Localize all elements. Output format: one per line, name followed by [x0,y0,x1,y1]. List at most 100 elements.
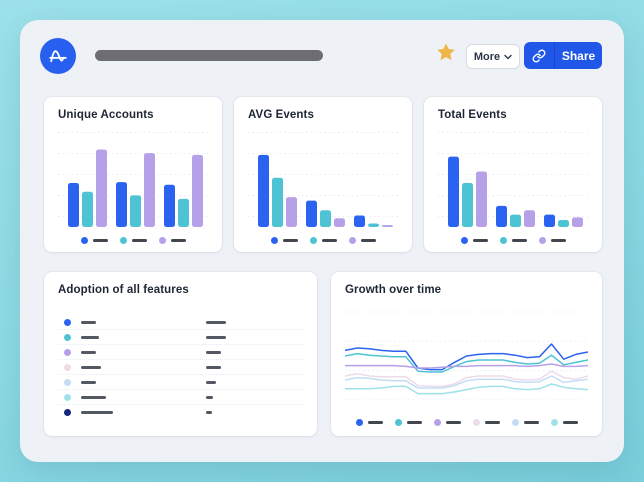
more-button[interactable]: More [466,44,520,69]
legend-item-blue [460,237,488,244]
adoption-row [58,315,303,330]
feature-label-placeholder [81,365,101,369]
bar-group-2-series-purple [334,218,345,227]
card-total-events: Total Events [424,97,602,252]
bar-group-1-series-purple [476,171,487,227]
legend-dot-purple [158,237,166,244]
legend-dash [445,421,461,424]
legend-item-teal [499,237,527,244]
legend-dash [131,239,147,242]
bar-group-1-series-blue [68,183,79,227]
bar-group-2-series-blue [496,205,507,227]
legend-item-blue [270,237,298,244]
adoption-row [58,390,303,405]
bar-group-1-series-blue [448,156,459,227]
feature-value-placeholder [206,350,221,354]
chart-legend [331,419,602,426]
legend-item-teal [309,237,337,244]
bar-group-3-series-purple [192,154,203,227]
adoption-row [58,330,303,345]
avg-events-bar-chart [248,132,398,227]
legend-dot-blue [270,237,278,244]
share-button-label: Share [561,48,596,63]
adoption-row [58,405,303,420]
bar-group-2-series-blue [306,200,317,227]
feature-label-placeholder [81,395,106,399]
legend-item-purple [158,237,186,244]
bar-group-2-series-purple [144,153,155,227]
legend-dash [472,239,488,242]
amplitude-logo-glyph [49,50,67,63]
link-icon[interactable] [524,42,554,69]
bar-group-3-series-blue [354,215,365,227]
bar-group-2-series-blue [116,182,127,227]
adoption-row [58,345,303,360]
legend-dot-teal [309,237,317,244]
bar-group-3-series-purple [572,217,583,227]
legend-dot-teal [394,419,402,426]
legend-dash [367,421,383,424]
card-title: Growth over time [345,284,442,296]
bar-group-1-series-purple [286,197,297,227]
star-icon[interactable] [435,41,457,63]
legend-dot-blue [460,237,468,244]
legend-dot-purple [433,419,441,426]
feature-dot-pink [64,363,71,371]
more-button-label: More [473,50,501,63]
feature-label-placeholder [81,320,96,324]
legend-dot-pink [472,419,480,426]
feature-dot-navy [64,409,71,416]
legend-item-purple [538,237,566,244]
amplitude-logo [40,38,76,74]
chart-legend [44,237,222,244]
bar-group-3-series-blue [544,214,555,227]
line-series-blue [345,343,588,371]
card-avg-events: AVG Events [234,97,412,252]
legend-dash [511,239,527,242]
legend-dot-teal [119,237,127,244]
feature-value-placeholder [206,320,226,324]
legend-item-teal [394,419,422,426]
bar-group-1-series-teal [462,183,473,227]
feature-dot-pale_cyan [64,393,71,401]
bar-group-3-series-purple [382,225,393,227]
legend-dash [360,239,376,242]
card-unique-accounts: Unique Accounts [44,97,222,252]
bar-group-2-series-teal [510,214,521,227]
share-button[interactable]: Share [524,42,602,69]
bar-group-1-series-purple [96,149,107,227]
line-series-pink [345,370,588,388]
share-button-divider [554,42,555,69]
card-adoption-of-all-features: Adoption of all features [44,272,317,436]
legend-dash [92,239,108,242]
unique-accounts-bar-chart [58,132,208,227]
card-title: AVG Events [248,109,314,121]
bar-group-1-series-blue [258,154,269,227]
feature-label-placeholder [81,380,96,384]
bar-group-2-series-teal [130,195,141,227]
legend-dot-blue [355,419,363,426]
feature-dot-pale_blue [64,378,71,386]
feature-value-placeholder [206,395,213,399]
feature-value-placeholder [206,380,216,384]
bar-group-3-series-blue [164,184,175,227]
legend-dash [562,421,578,424]
line-series-purple [345,363,588,369]
bar-group-1-series-teal [82,191,93,227]
bar-group-3-series-teal [178,198,189,227]
card-title: Adoption of all features [58,284,189,296]
feature-dot-teal [64,333,71,341]
legend-item-pale_blue [511,419,539,426]
line-series-pale-blue [345,375,588,389]
bar-group-3-series-teal [368,223,379,227]
feature-value-placeholder [206,411,212,414]
bar-group-1-series-teal [272,177,283,227]
legend-dash [282,239,298,242]
adoption-row [58,360,303,375]
report-title-placeholder [95,50,323,61]
legend-dot-teal [499,237,507,244]
feature-label-placeholder [81,350,96,354]
feature-dot-blue [64,318,71,326]
legend-dot-pale_blue [511,419,519,426]
feature-value-placeholder [206,335,226,339]
